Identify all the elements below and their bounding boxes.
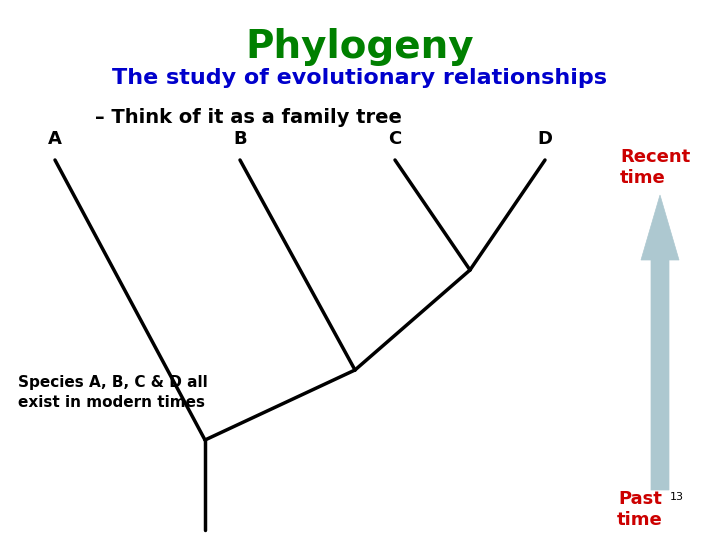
Text: Recent
time: Recent time bbox=[620, 148, 690, 187]
Text: A: A bbox=[48, 130, 62, 148]
Polygon shape bbox=[641, 195, 679, 490]
Text: 13: 13 bbox=[670, 492, 684, 502]
Text: D: D bbox=[538, 130, 552, 148]
Text: Past
time: Past time bbox=[617, 490, 663, 529]
Text: B: B bbox=[233, 130, 247, 148]
Text: – Think of it as a family tree: – Think of it as a family tree bbox=[95, 108, 402, 127]
Text: C: C bbox=[388, 130, 402, 148]
Text: Phylogeny: Phylogeny bbox=[246, 28, 474, 66]
Text: Species A, B, C & D all
exist in modern times: Species A, B, C & D all exist in modern … bbox=[18, 375, 208, 410]
Text: The study of evolutionary relationships: The study of evolutionary relationships bbox=[112, 68, 608, 88]
